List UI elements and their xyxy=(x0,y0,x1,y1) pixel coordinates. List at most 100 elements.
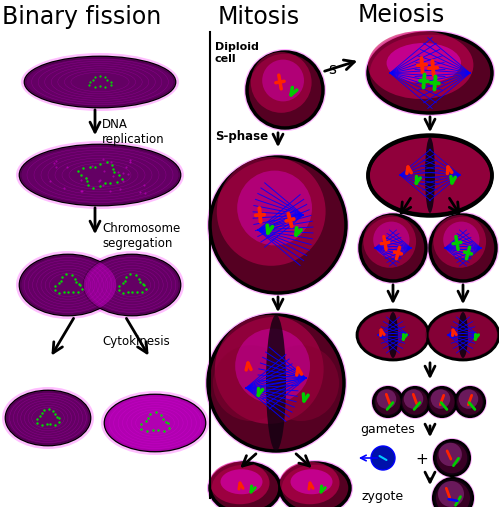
Text: Chromosome
segregation: Chromosome segregation xyxy=(102,222,180,250)
Circle shape xyxy=(427,387,457,417)
Ellipse shape xyxy=(429,312,497,358)
Circle shape xyxy=(429,389,455,415)
Circle shape xyxy=(217,157,326,266)
Circle shape xyxy=(433,478,473,507)
Circle shape xyxy=(439,443,462,466)
Ellipse shape xyxy=(280,462,339,504)
Ellipse shape xyxy=(21,53,179,111)
Ellipse shape xyxy=(365,30,495,116)
Ellipse shape xyxy=(101,391,209,455)
Ellipse shape xyxy=(84,255,180,315)
Text: zygote: zygote xyxy=(362,490,404,503)
Circle shape xyxy=(430,215,496,281)
Circle shape xyxy=(251,52,311,113)
Ellipse shape xyxy=(210,463,280,507)
Circle shape xyxy=(443,222,480,258)
Ellipse shape xyxy=(359,312,427,358)
Text: Cytokinesis: Cytokinesis xyxy=(102,335,170,348)
Circle shape xyxy=(213,345,289,421)
Ellipse shape xyxy=(105,395,205,451)
Ellipse shape xyxy=(387,43,461,83)
Ellipse shape xyxy=(16,251,120,319)
Ellipse shape xyxy=(290,469,332,494)
Ellipse shape xyxy=(2,387,94,449)
Circle shape xyxy=(237,170,312,245)
Circle shape xyxy=(431,389,450,409)
Ellipse shape xyxy=(210,462,269,504)
Circle shape xyxy=(357,212,429,284)
Circle shape xyxy=(425,385,459,419)
Ellipse shape xyxy=(280,463,350,507)
Ellipse shape xyxy=(20,145,180,205)
Text: DNA
replication: DNA replication xyxy=(102,118,165,146)
Circle shape xyxy=(373,222,410,258)
Ellipse shape xyxy=(357,310,429,360)
Ellipse shape xyxy=(427,310,499,360)
Text: Mitosis: Mitosis xyxy=(218,5,300,29)
Ellipse shape xyxy=(221,469,262,494)
Ellipse shape xyxy=(368,33,492,113)
Ellipse shape xyxy=(425,137,435,213)
Ellipse shape xyxy=(368,31,474,99)
Text: Binary fission: Binary fission xyxy=(2,5,161,29)
Circle shape xyxy=(210,157,346,293)
Circle shape xyxy=(402,389,428,415)
Ellipse shape xyxy=(266,315,286,451)
Text: +: + xyxy=(416,452,428,467)
Ellipse shape xyxy=(388,312,398,358)
Circle shape xyxy=(436,481,470,507)
Circle shape xyxy=(398,385,432,419)
Circle shape xyxy=(360,215,426,281)
Circle shape xyxy=(453,385,487,419)
Circle shape xyxy=(437,443,467,474)
Circle shape xyxy=(244,49,326,131)
Circle shape xyxy=(438,481,464,507)
Circle shape xyxy=(262,60,304,101)
Ellipse shape xyxy=(6,391,90,445)
Circle shape xyxy=(427,212,499,284)
Circle shape xyxy=(434,440,470,476)
Ellipse shape xyxy=(370,137,490,213)
Circle shape xyxy=(377,389,396,409)
Circle shape xyxy=(205,312,347,454)
Circle shape xyxy=(207,154,349,296)
Circle shape xyxy=(457,389,483,415)
Text: Diploid
cell: Diploid cell xyxy=(215,42,259,63)
Ellipse shape xyxy=(25,57,175,107)
Text: Meiosis: Meiosis xyxy=(358,3,445,27)
Circle shape xyxy=(433,215,486,268)
Circle shape xyxy=(371,446,395,470)
Circle shape xyxy=(371,385,405,419)
Circle shape xyxy=(208,315,344,451)
Ellipse shape xyxy=(6,391,90,445)
Ellipse shape xyxy=(20,255,116,315)
Ellipse shape xyxy=(207,460,283,507)
Circle shape xyxy=(375,389,401,415)
Ellipse shape xyxy=(105,395,205,451)
Text: gametes: gametes xyxy=(360,423,415,436)
Ellipse shape xyxy=(105,395,205,451)
Ellipse shape xyxy=(20,145,180,205)
Circle shape xyxy=(373,387,403,417)
Ellipse shape xyxy=(80,251,184,319)
Circle shape xyxy=(400,387,430,417)
Ellipse shape xyxy=(20,255,116,315)
Circle shape xyxy=(235,329,310,404)
Circle shape xyxy=(455,387,485,417)
Circle shape xyxy=(215,315,323,424)
Text: s: s xyxy=(328,62,336,77)
Circle shape xyxy=(404,389,423,409)
Text: S-phase: S-phase xyxy=(215,130,268,143)
Ellipse shape xyxy=(368,135,492,215)
Circle shape xyxy=(247,52,323,128)
Ellipse shape xyxy=(25,57,175,107)
Circle shape xyxy=(363,215,416,268)
Ellipse shape xyxy=(277,460,353,507)
Circle shape xyxy=(459,389,478,409)
Ellipse shape xyxy=(84,255,180,315)
Ellipse shape xyxy=(16,141,184,209)
Ellipse shape xyxy=(458,312,468,358)
Circle shape xyxy=(432,438,472,478)
Circle shape xyxy=(263,345,339,421)
Circle shape xyxy=(431,476,475,507)
